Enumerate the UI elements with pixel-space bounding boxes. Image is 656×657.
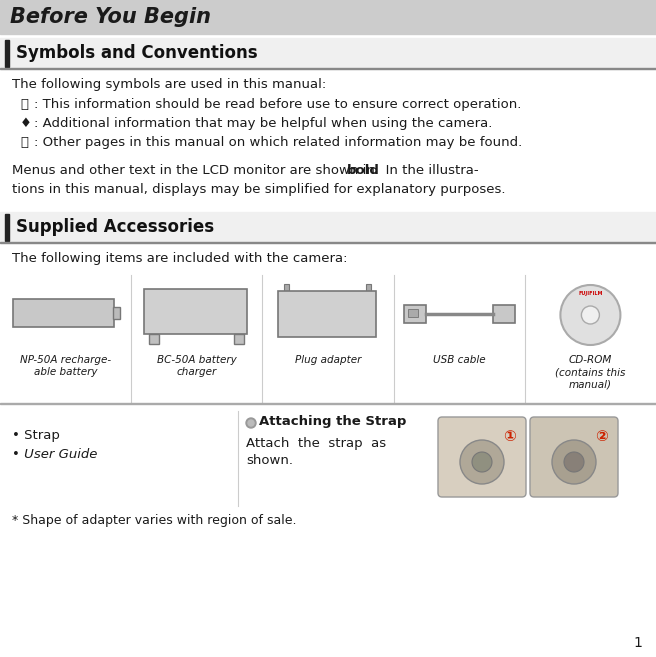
- Text: FUJIFILM: FUJIFILM: [578, 291, 603, 296]
- Bar: [234, 334, 245, 344]
- Text: The following items are included with the camera:: The following items are included with th…: [12, 252, 348, 265]
- Circle shape: [460, 440, 504, 484]
- Bar: [0, 68, 656, 69]
- Circle shape: [552, 440, 596, 484]
- Text: : This information should be read before use to ensure correct operation.: : This information should be read before…: [34, 98, 522, 111]
- Bar: [144, 289, 247, 334]
- Bar: [13, 299, 114, 327]
- Circle shape: [564, 452, 584, 472]
- Bar: [149, 334, 159, 344]
- Text: Plug adapter: Plug adapter: [295, 355, 361, 365]
- Text: ♦: ♦: [20, 117, 32, 130]
- Text: Symbols and Conventions: Symbols and Conventions: [16, 44, 258, 62]
- Text: ①: ①: [504, 429, 516, 444]
- Text: : Additional information that may be helpful when using the camera.: : Additional information that may be hel…: [34, 117, 493, 130]
- Bar: [113, 307, 120, 319]
- Bar: [0, 0, 656, 34]
- Bar: [5, 40, 9, 67]
- Circle shape: [246, 418, 256, 428]
- Text: BC-50A battery
charger: BC-50A battery charger: [157, 355, 237, 377]
- Text: bold: bold: [347, 164, 380, 177]
- Text: ②: ②: [596, 429, 608, 444]
- Bar: [407, 309, 418, 317]
- Bar: [0, 242, 656, 243]
- Bar: [493, 305, 515, 323]
- Text: 1: 1: [633, 636, 642, 650]
- Circle shape: [560, 285, 621, 345]
- Bar: [32, 319, 37, 323]
- Text: Supplied Accessories: Supplied Accessories: [16, 218, 214, 236]
- Text: .  In the illustra-: . In the illustra-: [373, 164, 479, 177]
- Text: • User Guide: • User Guide: [12, 448, 97, 461]
- Text: NP-50A recharge-
able battery: NP-50A recharge- able battery: [20, 355, 111, 377]
- Bar: [151, 303, 240, 317]
- Text: USB cable: USB cable: [433, 355, 485, 365]
- Bar: [5, 214, 9, 241]
- Bar: [278, 291, 376, 337]
- Text: Attaching the Strap: Attaching the Strap: [259, 415, 406, 428]
- Text: 📖: 📖: [20, 136, 28, 149]
- Bar: [365, 284, 371, 294]
- Bar: [0, 38, 656, 69]
- Bar: [24, 319, 29, 323]
- Text: Attach  the  strap  as
shown.: Attach the strap as shown.: [246, 437, 386, 467]
- FancyBboxPatch shape: [438, 417, 526, 497]
- Text: * Shape of adapter varies with region of sale.: * Shape of adapter varies with region of…: [12, 514, 297, 527]
- Bar: [0, 403, 656, 404]
- Text: Before You Begin: Before You Begin: [10, 7, 211, 27]
- Text: tions in this manual, displays may be simplified for explanatory purposes.: tions in this manual, displays may be si…: [12, 183, 506, 196]
- Bar: [0, 212, 656, 243]
- Bar: [16, 319, 21, 323]
- Circle shape: [248, 420, 254, 426]
- Text: Menus and other text in the LCD monitor are shown in: Menus and other text in the LCD monitor …: [12, 164, 379, 177]
- Text: The following symbols are used in this manual:: The following symbols are used in this m…: [12, 78, 326, 91]
- Text: : Other pages in this manual on which related information may be found.: : Other pages in this manual on which re…: [34, 136, 522, 149]
- FancyBboxPatch shape: [530, 417, 618, 497]
- Circle shape: [581, 306, 600, 324]
- Bar: [285, 284, 289, 294]
- Text: • Strap: • Strap: [12, 429, 60, 442]
- Bar: [403, 305, 426, 323]
- Text: CD-ROM
(contains this
manual): CD-ROM (contains this manual): [555, 355, 626, 390]
- Text: ⓘ: ⓘ: [20, 98, 28, 111]
- Circle shape: [472, 452, 492, 472]
